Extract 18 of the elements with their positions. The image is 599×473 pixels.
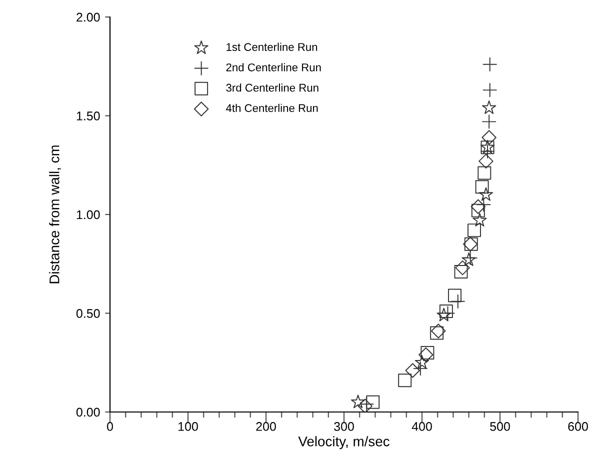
- y-tick-label: 2.00: [76, 12, 100, 22]
- legend-label: 2nd Centerline Run: [226, 63, 321, 72]
- x-tick-label: 300: [334, 422, 354, 431]
- x-axis-title: Velocity, m/sec: [298, 436, 390, 450]
- x-tick-label: 100: [178, 422, 198, 431]
- legend-label: 4th Centerline Run: [226, 104, 318, 112]
- x-tick-label: 200: [256, 422, 276, 431]
- x-tick-label: 0: [107, 422, 113, 431]
- y-tick-label: 1.50: [76, 112, 100, 120]
- x-tick-label: 600: [568, 422, 588, 431]
- x-tick-label: 400: [412, 422, 432, 431]
- y-tick-label: 1.00: [76, 210, 100, 220]
- x-tick-label: 500: [490, 422, 510, 431]
- y-tick-label: 0.50: [76, 309, 100, 318]
- y-tick-label: 0.00: [76, 408, 100, 417]
- y-axis-title: Distance from wall, cm: [49, 146, 61, 284]
- legend-label: 3rd Centerline Run: [226, 84, 318, 92]
- legend-label: 1st Centerline Run: [226, 42, 318, 51]
